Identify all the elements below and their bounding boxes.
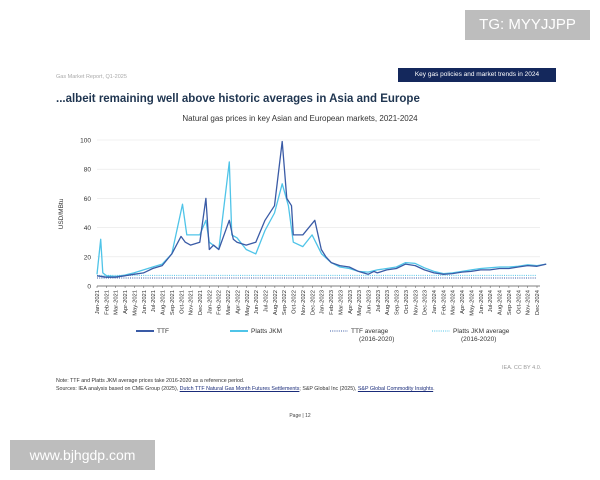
y-tick-label: 100 [80,138,91,145]
x-tick-label: Jan-2023 [320,290,326,314]
x-tick-label: Sep-2022 [282,290,288,315]
x-tick-label: Jul-2023 [376,290,382,312]
credit: IEA. CC BY 4.0. [502,365,542,371]
x-tick-label: May-2021 [132,290,138,316]
x-tick-label: Feb-2021 [104,290,110,315]
x-tick-label: Oct-2023 [404,290,410,314]
x-tick-label: Dec-2023 [423,290,429,315]
x-tick-label: Jan-2021 [95,290,101,314]
x-tick-label: Sep-2024 [507,289,513,315]
legend-label: Platts JKM average [453,328,510,335]
y-tick-label: 60 [84,196,92,203]
section-badge: Key gas policies and market trends in 20… [398,68,556,82]
source-link-ttf[interactable]: Dutch TTF Natural Gas Month Futures Sett… [179,386,300,392]
x-tick-label: Apr-2023 [348,290,354,314]
x-tick-label: Oct-2022 [292,290,298,314]
x-tick-label: May-2022 [245,290,251,316]
footnote: Note: TTF and Platts JKM average prices … [56,377,435,393]
watermark-bottom: www.bjhgdp.com [10,440,155,470]
legend-label: Platts JKM [251,328,282,335]
sources-mid: ; S&P Global Inc (2025), [299,386,358,392]
y-tick-label: 40 [84,225,92,232]
x-tick-label: Mar-2024 [451,289,457,315]
x-tick-label: Sep-2021 [170,290,176,315]
x-tick-label: Jan-2022 [207,290,213,314]
x-tick-label: Jan-2024 [432,289,438,314]
sources-prefix: Sources: IEA analysis based on CME Group… [56,386,180,392]
legend-label: TTF [157,328,169,335]
y-tick-label: 0 [87,284,91,291]
x-tick-label: Mar-2021 [114,290,120,315]
x-tick-label: May-2024 [469,289,475,316]
x-tick-label: Aug-2022 [273,290,279,315]
y-tick-label: 80 [84,167,92,174]
x-tick-label: Apr-2022 [235,290,241,314]
x-tick-label: Jun-2022 [254,290,260,314]
x-tick-label: Jul-2022 [264,290,270,312]
x-tick-label: Nov-2023 [413,290,419,315]
x-tick-label: Mar-2023 [338,290,344,315]
legend-label: (2016-2020) [359,336,394,343]
sources-text: Sources: IEA analysis based on CME Group… [56,385,435,393]
x-tick-label: Jun-2023 [366,290,372,314]
legend-label: (2016-2020) [461,336,496,343]
x-tick-label: Feb-2023 [329,290,335,315]
chart-title: Natural gas prices in key Asian and Euro… [182,114,418,123]
x-tick-label: Feb-2024 [441,289,447,315]
x-tick-label: Jun-2024 [479,289,485,314]
x-tick-label: Mar-2022 [226,290,232,315]
watermark-top: TG: MYYJJPP [465,10,590,40]
x-tick-label: Jul-2024 [488,289,494,312]
report-name: Gas Market Report, Q1-2025 [56,74,127,80]
x-tick-label: Nov-2021 [189,290,195,315]
source-link-sp[interactable]: S&P Global Commodity Insights [357,386,434,392]
legend-label: TTF average [351,328,389,335]
series-line-ttf [96,140,547,278]
x-tick-label: Dec-2021 [198,290,204,315]
x-tick-label: May-2023 [357,290,363,316]
series-line-platts-jkm [96,161,547,278]
x-tick-label: Aug-2024 [498,289,504,315]
note-text: Note: TTF and Platts JKM average prices … [56,378,245,384]
y-axis-label: USD/MBtu [58,198,65,229]
chart: USD/MBtu 0 20 40 60 80 100 Jan-2021 Feb-2021 Mar… [58,138,547,343]
x-tick-label: Aug-2021 [161,290,167,315]
x-tick-label: Sep-2023 [395,290,401,315]
x-tick-label: Apr-2024 [460,289,466,314]
x-tick-label: Feb-2022 [217,290,223,315]
x-tick-label: Jul-2021 [151,290,157,312]
x-tick-label: Apr-2021 [123,290,129,314]
page-title: ...albeit remaining well above historic … [56,93,420,105]
x-tick-label: Oct-2021 [179,290,185,314]
x-tick-label: Aug-2023 [385,290,391,315]
x-tick-label: Dec-2024 [535,289,541,315]
x-tick-label: Nov-2022 [301,290,307,315]
page-number: Page | 12 [289,413,311,419]
sources-end: . [433,386,435,392]
x-tick-label: Jun-2021 [142,290,148,314]
x-tick-label: Nov-2024 [526,289,532,315]
x-tick-label: Dec-2022 [310,290,316,315]
y-tick-label: 20 [84,254,92,261]
x-tick-label: Oct-2024 [516,289,522,314]
